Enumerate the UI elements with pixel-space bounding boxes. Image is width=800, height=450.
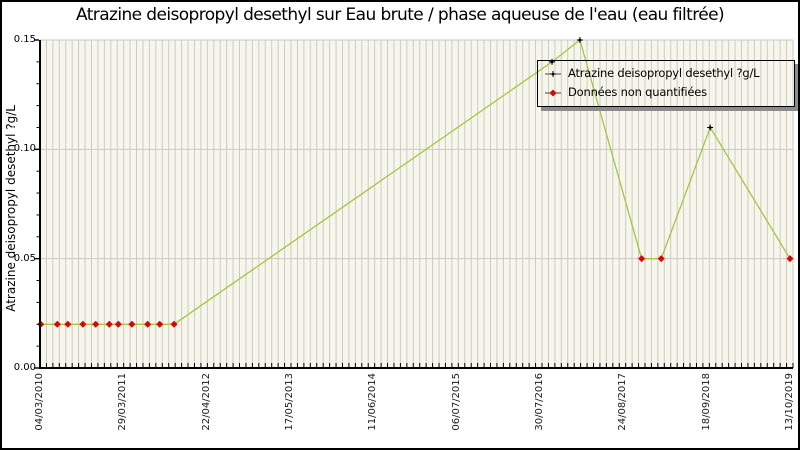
data-point-nonquantified xyxy=(53,320,61,328)
y-tick-label: 0.05 xyxy=(13,252,36,264)
data-point-nonquantified xyxy=(144,320,152,328)
data-point-nonquantified xyxy=(64,320,72,328)
y-tick-label: 0.00 xyxy=(13,362,36,373)
data-point-quantified-dot xyxy=(708,126,712,129)
data-point-nonquantified xyxy=(114,320,122,328)
data-point-nonquantified xyxy=(638,255,646,263)
plot-area xyxy=(40,40,793,368)
red-diamond-marker-icon xyxy=(545,89,561,96)
data-point-nonquantified xyxy=(657,255,665,263)
legend-entry-nonquantified: Données non quantifiées xyxy=(544,83,794,102)
y-tick-label: 0.10 xyxy=(13,143,36,155)
legend-nonquantified-label: Données non quantifiées xyxy=(568,85,707,99)
data-point-nonquantified xyxy=(79,320,87,328)
data-point-nonquantified xyxy=(156,320,164,328)
data-point-nonquantified xyxy=(786,255,794,263)
data-point-quantified-dot xyxy=(550,60,554,64)
legend-entry-series: Atrazine deisopropyl desethyl ?g/L xyxy=(544,64,794,83)
y-tick-label: 0.15 xyxy=(13,34,36,45)
data-point-nonquantified xyxy=(128,320,136,328)
series-line-marker-icon xyxy=(545,70,561,77)
data-point-quantified-dot xyxy=(578,38,582,42)
data-point-nonquantified xyxy=(92,320,100,328)
data-point-nonquantified xyxy=(105,320,113,328)
legend: Atrazine deisopropyl desethyl ?g/L Donné… xyxy=(537,60,795,107)
legend-series-label: Atrazine deisopropyl desethyl ?g/L xyxy=(568,66,760,80)
data-point-nonquantified xyxy=(170,320,178,328)
chart-title: Atrazine deisopropyl desethyl sur Eau br… xyxy=(76,5,725,25)
